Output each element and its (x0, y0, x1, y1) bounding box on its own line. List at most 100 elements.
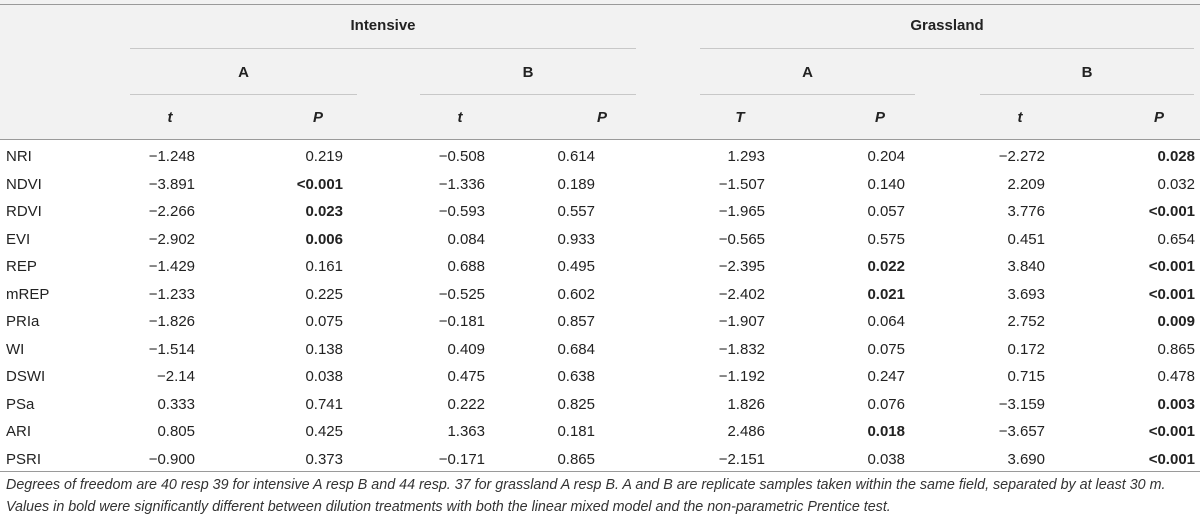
cell-grassland-a-t: 1.826 (727, 395, 765, 413)
col-header-intensive-b-t: t (457, 109, 463, 126)
group-header-intensive: Intensive (350, 17, 416, 34)
cell-intensive-b-t: −0.171 (438, 450, 485, 468)
cell-grassland-b-p: 0.009 (1157, 313, 1195, 330)
subgroup-header-grassland-a: A (802, 64, 813, 81)
cell-intensive-b-t: 0.084 (447, 230, 485, 248)
cell-grassland-a-p: 0.064 (867, 313, 905, 330)
row-label: REP (6, 258, 37, 275)
cell-intensive-a-p: 0.023 (305, 203, 343, 220)
row-label: ARI (6, 423, 32, 440)
cell-grassland-a-p: 0.575 (867, 230, 905, 248)
subgroup-header-grassland-b: B (1081, 64, 1093, 81)
rule-grassland (700, 48, 1194, 49)
cell-intensive-a-p: 0.741 (305, 395, 343, 413)
rule-header-bottom (0, 139, 1200, 140)
row-label: RDVI (6, 203, 42, 220)
cell-intensive-b-p: 0.614 (557, 148, 595, 165)
cell-grassland-b-p: 0.003 (1157, 395, 1195, 413)
cell-grassland-a-t: −2.151 (718, 450, 765, 468)
cell-grassland-a-t: −1.832 (718, 340, 765, 358)
row-label: PSa (6, 395, 35, 413)
cell-grassland-a-t: −1.907 (718, 313, 765, 330)
cell-grassland-b-p: 0.028 (1157, 148, 1195, 165)
cell-intensive-a-p: <0.001 (296, 175, 343, 193)
cell-grassland-b-p: 0.654 (1157, 230, 1195, 248)
cell-grassland-b-t: 3.776 (1007, 203, 1045, 220)
cell-intensive-a-t: −1.826 (148, 313, 195, 330)
rule-intensive-a (130, 94, 357, 95)
cell-intensive-b-p: 0.857 (557, 313, 595, 330)
row-label: PSRI (6, 450, 42, 468)
cell-grassland-b-p: <0.001 (1148, 423, 1195, 440)
cell-grassland-a-t: 2.486 (727, 423, 765, 440)
col-header-grassland-a-t: T (735, 109, 745, 126)
cell-intensive-b-t: −0.508 (438, 148, 485, 165)
header-band (0, 0, 1200, 139)
cell-grassland-b-t: −3.657 (998, 423, 1045, 440)
cell-intensive-a-p: 0.006 (305, 230, 343, 248)
cell-grassland-a-p: 0.038 (867, 450, 905, 468)
cell-intensive-a-t: −3.891 (148, 175, 195, 193)
row-label: PRIa (6, 313, 40, 330)
group-header-grassland: Grassland (910, 17, 984, 34)
cell-grassland-a-p: 0.140 (867, 175, 905, 193)
cell-grassland-b-t: 2.752 (1007, 313, 1045, 330)
cell-intensive-b-p: 0.638 (557, 368, 595, 385)
cell-grassland-a-t: −2.395 (718, 258, 765, 275)
cell-grassland-b-t: 0.451 (1007, 230, 1045, 248)
cell-grassland-a-p: 0.247 (867, 368, 905, 385)
row-label: WI (6, 340, 25, 358)
rule-intensive (130, 48, 636, 49)
rule-grassland-b (980, 94, 1194, 95)
cell-grassland-a-t: −1.192 (718, 368, 765, 385)
col-header-grassland-a-p: P (874, 109, 885, 126)
cell-intensive-b-t: 0.409 (447, 340, 485, 358)
cell-intensive-a-p: 0.161 (305, 258, 343, 275)
cell-intensive-b-t: −0.593 (438, 203, 485, 220)
cell-intensive-a-t: −0.900 (148, 450, 195, 468)
row-label: mREP (6, 285, 50, 303)
cell-intensive-b-t: −0.525 (438, 285, 485, 303)
cell-intensive-a-t: −2.902 (148, 230, 195, 248)
cell-intensive-b-p: 0.557 (557, 203, 595, 220)
cell-grassland-b-p: <0.001 (1148, 450, 1195, 468)
cell-grassland-a-t: −1.965 (718, 203, 765, 220)
cell-intensive-a-p: 0.425 (305, 423, 343, 440)
col-header-grassland-b-t: t (1017, 109, 1023, 126)
cell-intensive-b-t: 0.222 (447, 395, 485, 413)
cell-grassland-b-t: 2.209 (1007, 175, 1045, 193)
cell-intensive-a-t: −2.14 (157, 368, 195, 385)
cell-grassland-a-p: 0.057 (867, 203, 905, 220)
cell-grassland-b-p: 0.032 (1157, 175, 1195, 193)
cell-grassland-b-p: <0.001 (1148, 258, 1195, 275)
cell-intensive-b-p: 0.495 (557, 258, 595, 275)
rule-body-bottom (0, 471, 1200, 472)
cell-intensive-b-t: 0.688 (447, 258, 485, 275)
row-label: EVI (6, 230, 31, 248)
cell-intensive-b-p: 0.825 (557, 395, 595, 413)
cell-intensive-a-p: 0.219 (305, 148, 343, 165)
table-footnote: Degrees of freedom are 40 resp 39 for in… (6, 477, 1166, 515)
cell-grassland-b-t: −2.272 (998, 148, 1045, 165)
cell-intensive-b-p: 0.684 (557, 340, 595, 358)
col-header-grassland-b-p: P (1153, 109, 1164, 126)
cell-intensive-b-t: −0.181 (438, 313, 485, 330)
col-header-intensive-a-p: P (312, 109, 323, 126)
cell-grassland-b-t: 0.715 (1007, 368, 1045, 385)
cell-intensive-a-p: 0.373 (305, 450, 343, 468)
subgroup-header-intensive-a: A (238, 64, 249, 81)
cell-intensive-a-t: −2.266 (148, 203, 195, 220)
cell-intensive-b-p: 0.189 (557, 175, 595, 193)
cell-grassland-b-t: −3.159 (998, 395, 1045, 413)
cell-grassland-a-p: 0.076 (867, 395, 905, 413)
cell-grassland-b-p: 0.478 (1157, 368, 1195, 385)
cell-grassland-b-t: 3.693 (1007, 285, 1045, 303)
cell-grassland-a-t: −2.402 (718, 285, 765, 303)
cell-intensive-a-t: 0.333 (157, 395, 195, 413)
cell-grassland-a-t: 1.293 (727, 148, 765, 165)
cell-grassland-a-p: 0.075 (867, 340, 905, 358)
cell-intensive-b-p: 0.602 (557, 285, 595, 303)
row-label: DSWI (6, 368, 46, 385)
cell-grassland-a-t: −0.565 (718, 230, 765, 248)
